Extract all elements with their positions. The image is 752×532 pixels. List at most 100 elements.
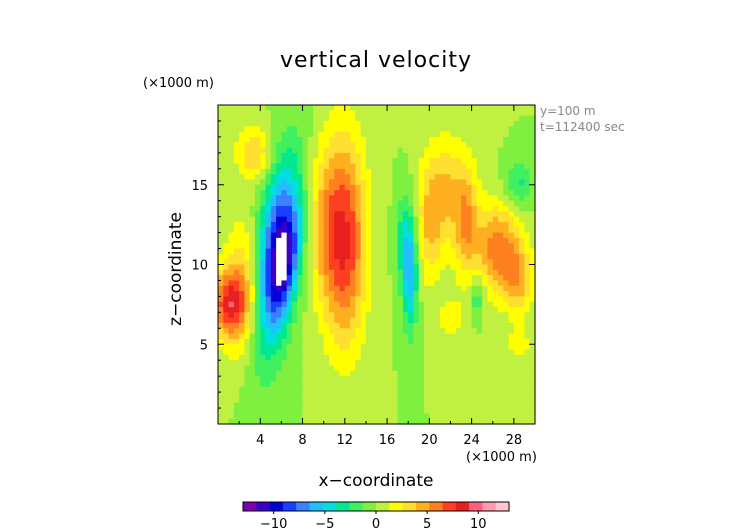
heatmap-cell: [503, 227, 510, 234]
heatmap-cell: [239, 386, 246, 393]
heatmap-cell: [291, 392, 298, 399]
heatmap-cell: [328, 317, 335, 324]
heatmap-cell: [397, 248, 404, 255]
heatmap-cell: [508, 392, 515, 399]
heatmap-cell: [455, 206, 462, 212]
heatmap-cell: [413, 269, 420, 276]
heatmap-cell: [334, 381, 341, 388]
heatmap-cell: [408, 370, 415, 377]
heatmap-cell: [286, 105, 293, 111]
heatmap-cell: [461, 168, 467, 175]
heatmap-cell: [328, 195, 335, 202]
heatmap-cell: [392, 338, 399, 345]
heatmap-cell: [365, 296, 372, 303]
heatmap-cell: [254, 269, 261, 276]
heatmap-cell: [244, 312, 251, 319]
heatmap-cell: [455, 200, 462, 207]
heatmap-cell: [365, 184, 372, 191]
heatmap-cell: [254, 163, 261, 170]
heatmap-cell: [260, 285, 267, 292]
heatmap-cell: [461, 200, 467, 207]
heatmap-cell: [503, 392, 510, 399]
z-axis-unit-label: (×1000 m): [143, 76, 214, 91]
heatmap-cell: [513, 131, 520, 138]
heatmap-cell: [344, 349, 351, 356]
heatmap-cell: [350, 131, 356, 138]
heatmap-cell: [429, 402, 436, 409]
heatmap-cell: [492, 174, 499, 181]
heatmap-cell: [434, 285, 441, 292]
heatmap-cell: [281, 248, 288, 255]
heatmap-cell: [302, 338, 309, 345]
heatmap-cell: [461, 269, 467, 276]
heatmap-cell: [482, 413, 489, 420]
heatmap-cell: [397, 131, 404, 138]
heatmap-cell: [254, 237, 261, 244]
heatmap-cell: [297, 115, 304, 122]
heatmap-cell: [328, 163, 335, 170]
heatmap-cell: [307, 221, 314, 228]
heatmap-cell: [476, 147, 483, 154]
heatmap-cell: [529, 291, 536, 297]
heatmap-cell: [276, 333, 282, 340]
heatmap-cell: [503, 381, 510, 388]
heatmap-cell: [355, 360, 362, 367]
heatmap-cell: [503, 402, 510, 409]
heatmap-cell: [487, 131, 494, 138]
heatmap-cell: [334, 248, 341, 255]
heatmap-cell: [249, 174, 256, 181]
heatmap-cell: [471, 365, 478, 372]
heatmap-cell: [244, 216, 251, 223]
heatmap-cell: [524, 259, 531, 266]
heatmap-cell: [223, 110, 230, 117]
heatmap-cell: [297, 264, 304, 271]
heatmap-cell: [350, 360, 356, 367]
heatmap-cell: [492, 216, 499, 223]
heatmap-cell: [228, 232, 235, 239]
heatmap-cell: [455, 110, 462, 117]
heatmap-cell: [424, 190, 430, 196]
heatmap-cell: [365, 418, 372, 425]
heatmap-cell: [461, 354, 467, 361]
heatmap-cell: [286, 152, 293, 159]
heatmap-cell: [376, 381, 383, 388]
heatmap-cell: [281, 413, 288, 420]
heatmap-cell: [434, 280, 441, 287]
heatmap-cell: [302, 110, 309, 117]
heatmap-cell: [344, 360, 351, 367]
heatmap-cell: [339, 158, 346, 165]
heatmap-cell: [350, 322, 356, 329]
colorbar-swatch: [495, 502, 510, 511]
heatmap-cell: [381, 120, 388, 127]
heatmap-cell: [360, 253, 367, 260]
heatmap-cell: [445, 349, 452, 356]
heatmap-cell: [476, 418, 483, 425]
heatmap-cell: [413, 227, 420, 234]
heatmap-cell: [350, 115, 356, 122]
heatmap-cell: [461, 338, 467, 345]
heatmap-cell: [450, 243, 457, 250]
heatmap-cell: [318, 408, 325, 414]
heatmap-cell: [313, 105, 319, 111]
heatmap-cell: [270, 291, 277, 297]
heatmap-cell: [466, 328, 473, 335]
heatmap-cell: [445, 163, 452, 170]
heatmap-cell: [376, 253, 383, 260]
heatmap-cell: [350, 328, 356, 335]
heatmap-cell: [318, 232, 325, 239]
heatmap-cell: [445, 126, 452, 133]
heatmap-cell: [450, 136, 457, 143]
heatmap-cell: [471, 360, 478, 367]
heatmap-cell: [254, 184, 261, 191]
heatmap-cell: [413, 365, 420, 372]
heatmap-cell: [445, 269, 452, 276]
heatmap-cell: [249, 158, 256, 165]
heatmap-cell: [344, 269, 351, 276]
heatmap-cell: [408, 328, 415, 335]
heatmap-cell: [529, 333, 536, 340]
heatmap-cell: [323, 237, 330, 244]
heatmap-cell: [281, 402, 288, 409]
heatmap-cell: [461, 152, 467, 159]
heatmap-cell: [529, 275, 536, 282]
heatmap-cell: [498, 338, 504, 345]
